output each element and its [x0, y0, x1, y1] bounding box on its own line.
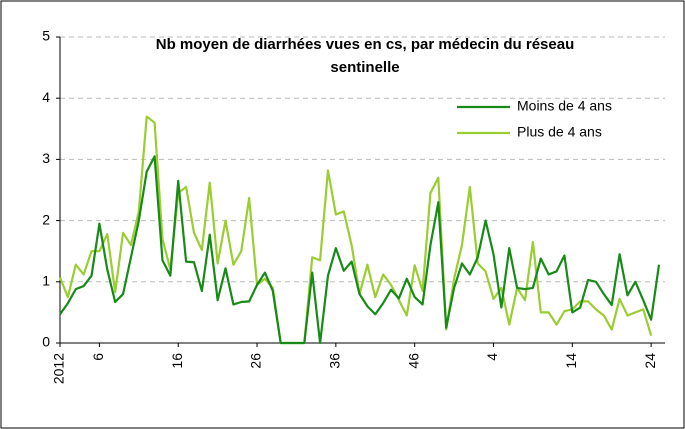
x-tick-label: 26: [248, 353, 264, 369]
x-tick-label: 36: [327, 353, 343, 369]
chart-title: Nb moyen de diarrhées vues en cs, par mé…: [155, 36, 575, 76]
x-tick-label: 46: [405, 353, 421, 369]
line-series: [59, 155, 661, 345]
y-tick-label: 3: [42, 150, 50, 166]
x-tick-label: 14: [563, 353, 579, 369]
y-tick-label: 1: [42, 273, 50, 289]
legend-label: Plus de 4 ans: [517, 124, 602, 140]
legend-label: Moins de 4 ans: [517, 98, 612, 114]
x-tick-label: 4: [484, 353, 500, 361]
y-tick-label: 2: [42, 211, 50, 227]
y-tick-label: 4: [42, 89, 50, 105]
x-tick-label: 16: [169, 353, 185, 369]
x-tick-label: 24: [642, 353, 658, 369]
x-tick-label: 2012: [51, 353, 67, 384]
y-tick-label: 0: [42, 334, 50, 350]
line-series: [58, 115, 653, 345]
x-tick-label: 6: [90, 353, 106, 361]
y-tick-label: 5: [42, 28, 50, 44]
